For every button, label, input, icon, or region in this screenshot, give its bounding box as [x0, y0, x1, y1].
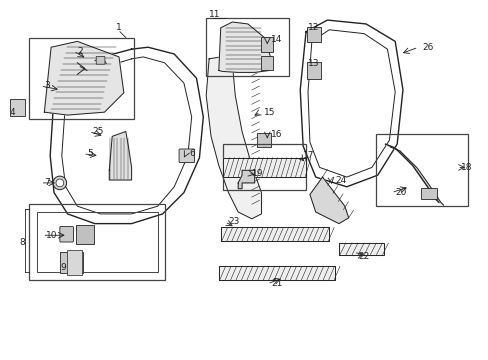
- Text: 9: 9: [61, 263, 66, 272]
- Text: 21: 21: [271, 279, 282, 288]
- Text: 12: 12: [307, 23, 319, 32]
- FancyBboxPatch shape: [60, 252, 83, 273]
- FancyBboxPatch shape: [60, 226, 73, 242]
- FancyBboxPatch shape: [76, 225, 94, 244]
- Bar: [222, 144, 305, 190]
- Polygon shape: [338, 243, 383, 255]
- Polygon shape: [222, 158, 305, 177]
- Circle shape: [53, 176, 66, 190]
- FancyBboxPatch shape: [10, 99, 25, 116]
- Polygon shape: [220, 228, 328, 241]
- Circle shape: [56, 179, 63, 187]
- Text: 8: 8: [19, 238, 25, 247]
- FancyBboxPatch shape: [179, 149, 194, 163]
- Text: 4: 4: [9, 108, 15, 117]
- FancyBboxPatch shape: [306, 27, 320, 42]
- Text: 2: 2: [77, 46, 83, 55]
- Text: 22: 22: [358, 252, 369, 261]
- Text: 14: 14: [271, 35, 282, 44]
- Text: 7: 7: [44, 179, 50, 188]
- Text: 19: 19: [251, 169, 263, 178]
- Bar: [37, 212, 158, 272]
- Polygon shape: [309, 177, 348, 224]
- Text: 16: 16: [271, 130, 282, 139]
- Text: 3: 3: [44, 81, 50, 90]
- Text: 20: 20: [394, 188, 406, 197]
- Polygon shape: [238, 170, 254, 189]
- Text: 10: 10: [46, 231, 58, 240]
- Text: 17: 17: [303, 151, 314, 160]
- FancyBboxPatch shape: [66, 250, 82, 275]
- FancyBboxPatch shape: [261, 37, 272, 52]
- FancyBboxPatch shape: [261, 56, 272, 69]
- Bar: [29, 37, 133, 119]
- FancyBboxPatch shape: [96, 57, 105, 64]
- FancyBboxPatch shape: [306, 62, 320, 79]
- Bar: [206, 18, 288, 76]
- Polygon shape: [109, 131, 131, 180]
- Polygon shape: [218, 266, 334, 280]
- Text: 15: 15: [264, 108, 275, 117]
- Text: 1: 1: [116, 23, 122, 32]
- Bar: [29, 204, 164, 280]
- Polygon shape: [44, 41, 123, 115]
- Bar: [375, 134, 467, 206]
- Text: 24: 24: [334, 176, 346, 185]
- Text: 13: 13: [307, 59, 319, 68]
- Text: 26: 26: [422, 43, 433, 52]
- FancyBboxPatch shape: [256, 132, 271, 147]
- Text: 18: 18: [460, 163, 472, 172]
- FancyBboxPatch shape: [421, 188, 436, 199]
- Polygon shape: [206, 57, 261, 219]
- Text: 25: 25: [93, 127, 104, 136]
- Polygon shape: [218, 22, 271, 72]
- Text: 5: 5: [87, 149, 93, 158]
- Text: 6: 6: [189, 149, 195, 158]
- Text: 23: 23: [228, 217, 240, 226]
- Polygon shape: [385, 144, 443, 205]
- Text: 11: 11: [209, 10, 220, 19]
